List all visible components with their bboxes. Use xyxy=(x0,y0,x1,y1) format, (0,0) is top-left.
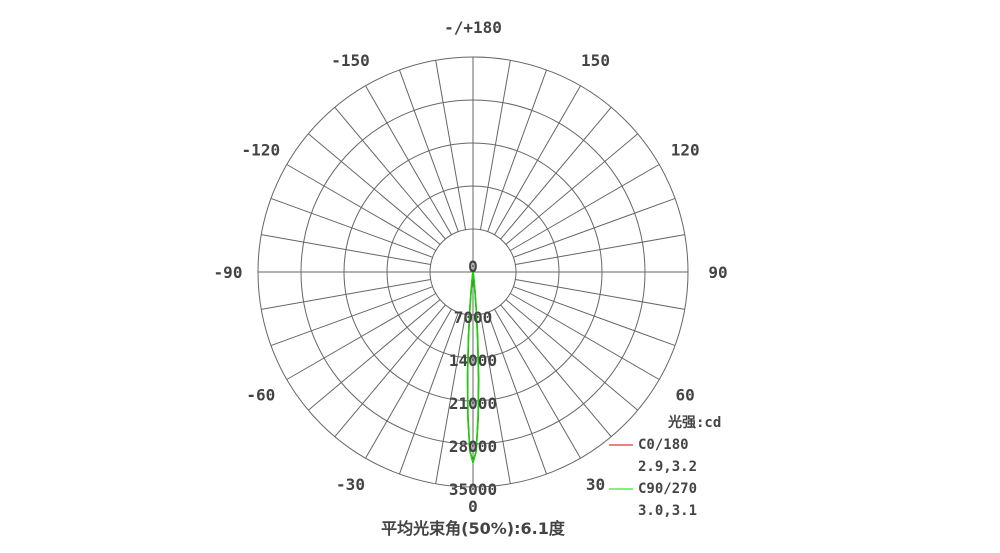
legend: 光强:cd C0/180 2.9,3.2 C90/270 3.0,3.1 xyxy=(609,414,721,519)
angle-spoke xyxy=(286,293,437,380)
angle-spoke xyxy=(479,60,511,230)
angle-spoke xyxy=(334,304,446,438)
legend-series-c0: C0/180 xyxy=(638,437,689,453)
angle-tick-label: 120 xyxy=(671,141,700,160)
angle-spoke xyxy=(513,286,676,347)
angle-spoke xyxy=(307,133,441,245)
angle-spoke xyxy=(500,106,612,240)
radial-tick-label: 28000 xyxy=(449,437,497,456)
series-curve-1 xyxy=(466,271,480,466)
angle-spoke xyxy=(505,299,639,411)
angle-spoke xyxy=(261,278,431,310)
angle-spoke xyxy=(398,312,459,475)
angle-spoke xyxy=(479,314,511,484)
angle-spoke xyxy=(398,69,459,232)
angle-spoke xyxy=(365,308,452,459)
angle-tick-label: -120 xyxy=(242,141,281,160)
angle-tick-label: 90 xyxy=(708,263,727,282)
angle-spoke xyxy=(286,164,437,251)
polar-grid xyxy=(257,56,689,488)
angle-spoke xyxy=(270,286,433,347)
angle-spoke xyxy=(487,312,548,475)
chart-title: 平均光束角(50%):6.1度 xyxy=(381,519,566,538)
angle-spoke xyxy=(505,133,639,245)
angle-tick-label: 60 xyxy=(676,386,695,405)
intensity-curves xyxy=(466,271,480,466)
angle-spoke xyxy=(494,308,581,459)
radial-tick-label: 0 xyxy=(468,257,478,276)
radial-tick-label: 21000 xyxy=(449,394,497,413)
angle-spoke xyxy=(261,234,431,266)
angle-spoke xyxy=(515,278,685,310)
radial-tick-label: 14000 xyxy=(449,351,497,370)
legend-series-c90: C90/270 xyxy=(638,481,697,497)
angle-spoke xyxy=(365,85,452,236)
legend-beam-c90: 3.0,3.1 xyxy=(638,503,697,519)
angle-spoke xyxy=(513,197,676,258)
angle-tick-label: 150 xyxy=(581,51,610,70)
angle-spoke xyxy=(334,106,446,240)
radial-tick-label: 35000 xyxy=(449,480,497,499)
angle-spoke xyxy=(509,293,660,380)
angle-spoke xyxy=(270,197,433,258)
angle-spoke xyxy=(435,314,467,484)
angle-spoke xyxy=(509,164,660,251)
angle-spoke xyxy=(307,299,441,411)
angle-tick-label: -/+180 xyxy=(444,18,502,37)
angle-tick-label: -30 xyxy=(336,475,365,494)
angle-spoke xyxy=(515,234,685,266)
legend-unit: 光强:cd xyxy=(667,414,721,431)
legend-beam-c0: 2.9,3.2 xyxy=(638,459,697,475)
angle-spoke xyxy=(487,69,548,232)
angle-tick-label: -90 xyxy=(214,263,243,282)
angle-spoke xyxy=(500,304,612,438)
axis-labels: 30 60 90 120 150 -/+180 -150 -120 -90 -60 -30 0 7000… xyxy=(214,18,728,516)
angle-spoke xyxy=(435,60,467,230)
angle-spoke xyxy=(494,85,581,236)
angle-tick-label: -150 xyxy=(331,51,370,70)
angle-tick-label: 30 xyxy=(586,475,605,494)
angle-tick-label-bottom: 0 xyxy=(468,497,478,516)
radial-tick-label: 7000 xyxy=(454,308,493,327)
angle-tick-label: -60 xyxy=(246,386,275,405)
